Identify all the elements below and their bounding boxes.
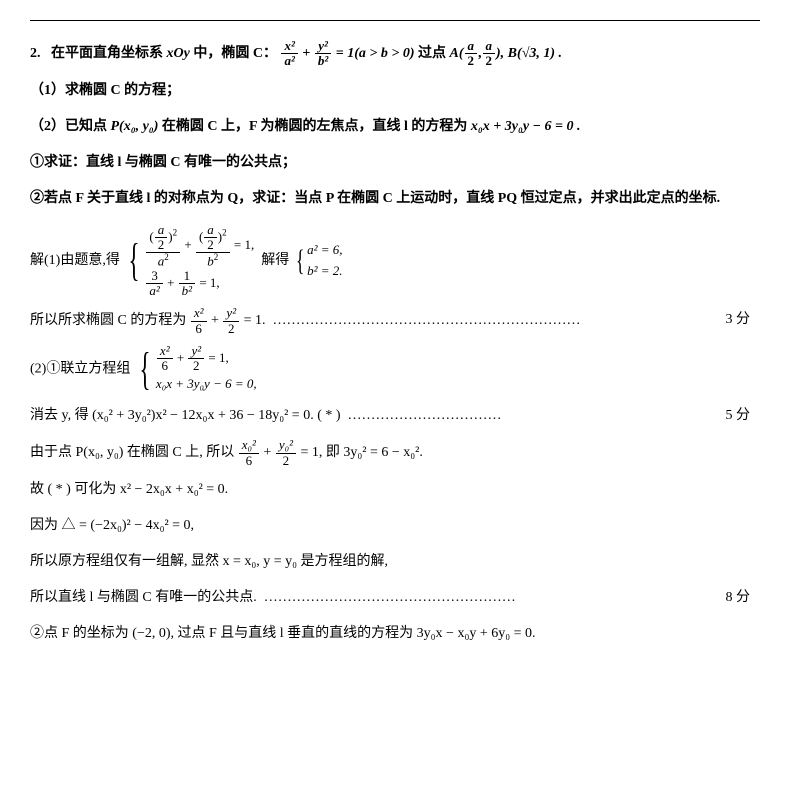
sub-question-2: ②若点 F 关于直线 l 的对称点为 Q，求证：当点 P 在椭圆 C 上运动时，… [30,185,760,213]
unique-solution: 所以原方程组仅有一组解, 显然 x = x₀, y = y₀ 是方程组的解, [30,548,760,576]
question-1: （1）求椭圆 C 的方程； [30,77,760,105]
problem-number: 2. [30,46,41,61]
score-8: 8 分 [726,584,751,612]
system-1: { (a2)2a2 + (a2)2b2 = 1, 3a² + 1b² = 1, [123,223,254,299]
frac-x2-a2: x² a² [281,39,297,69]
system-3: { x²6 + y²2 = 1, x₀x + 3y₀y − 6 = 0, [134,344,257,394]
top-rule [30,20,760,21]
xOy: xOy [167,46,190,61]
sub-question-1: ①求证：直线 l 与椭圆 C 有唯一的公共点； [30,149,760,177]
star-simplify: 故 ( * ) 可化为 x² − 2x₀x + x₀² = 0. [30,476,760,504]
system-2: { a² = 6, b² = 2. [293,240,343,282]
score-5: 5 分 [726,402,751,430]
frac-y2-b2: y² b² [315,39,331,69]
solution-1-system: 解(1)由题意,得 { (a2)2a2 + (a2)2b2 = 1, 3a² +… [30,223,760,299]
solution-2-2: ②点 F 的坐标为 (−2, 0), 过点 F 且与直线 l 垂直的直线的方程为… [30,620,760,648]
solution-1-result: 所以所求椭圆 C 的方程为 x²6 + y²2 = 1. ……………………………… [30,306,760,336]
solution-2-1-system: (2)①联立方程组 { x²6 + y²2 = 1, x₀x + 3y₀y − … [30,344,760,394]
eliminate-y: 消去 y, 得 (x₀² + 3y₀²)x² − 12x₀x + 36 − 18… [30,402,760,430]
problem-stem: 2. 在平面直角坐标系 xOy 中，椭圆 C： x² a² + y² b² = … [30,39,760,69]
score-3: 3 分 [726,306,751,334]
discriminant: 因为 △ = (−2x₀)² − 4x₀² = 0, [30,512,760,540]
therefore-unique: 所以直线 l 与椭圆 C 有唯一的公共点. ………………………………………………… [30,584,760,612]
question-2: （2）已知点 P(x₀, y₀) 在椭圆 C 上，F 为椭圆的左焦点，直线 l … [30,113,760,141]
since-P-on-ellipse: 由于点 P(x₀, y₀) 在椭圆 C 上, 所以 x₀²6 + y₀²2 = … [30,438,760,468]
